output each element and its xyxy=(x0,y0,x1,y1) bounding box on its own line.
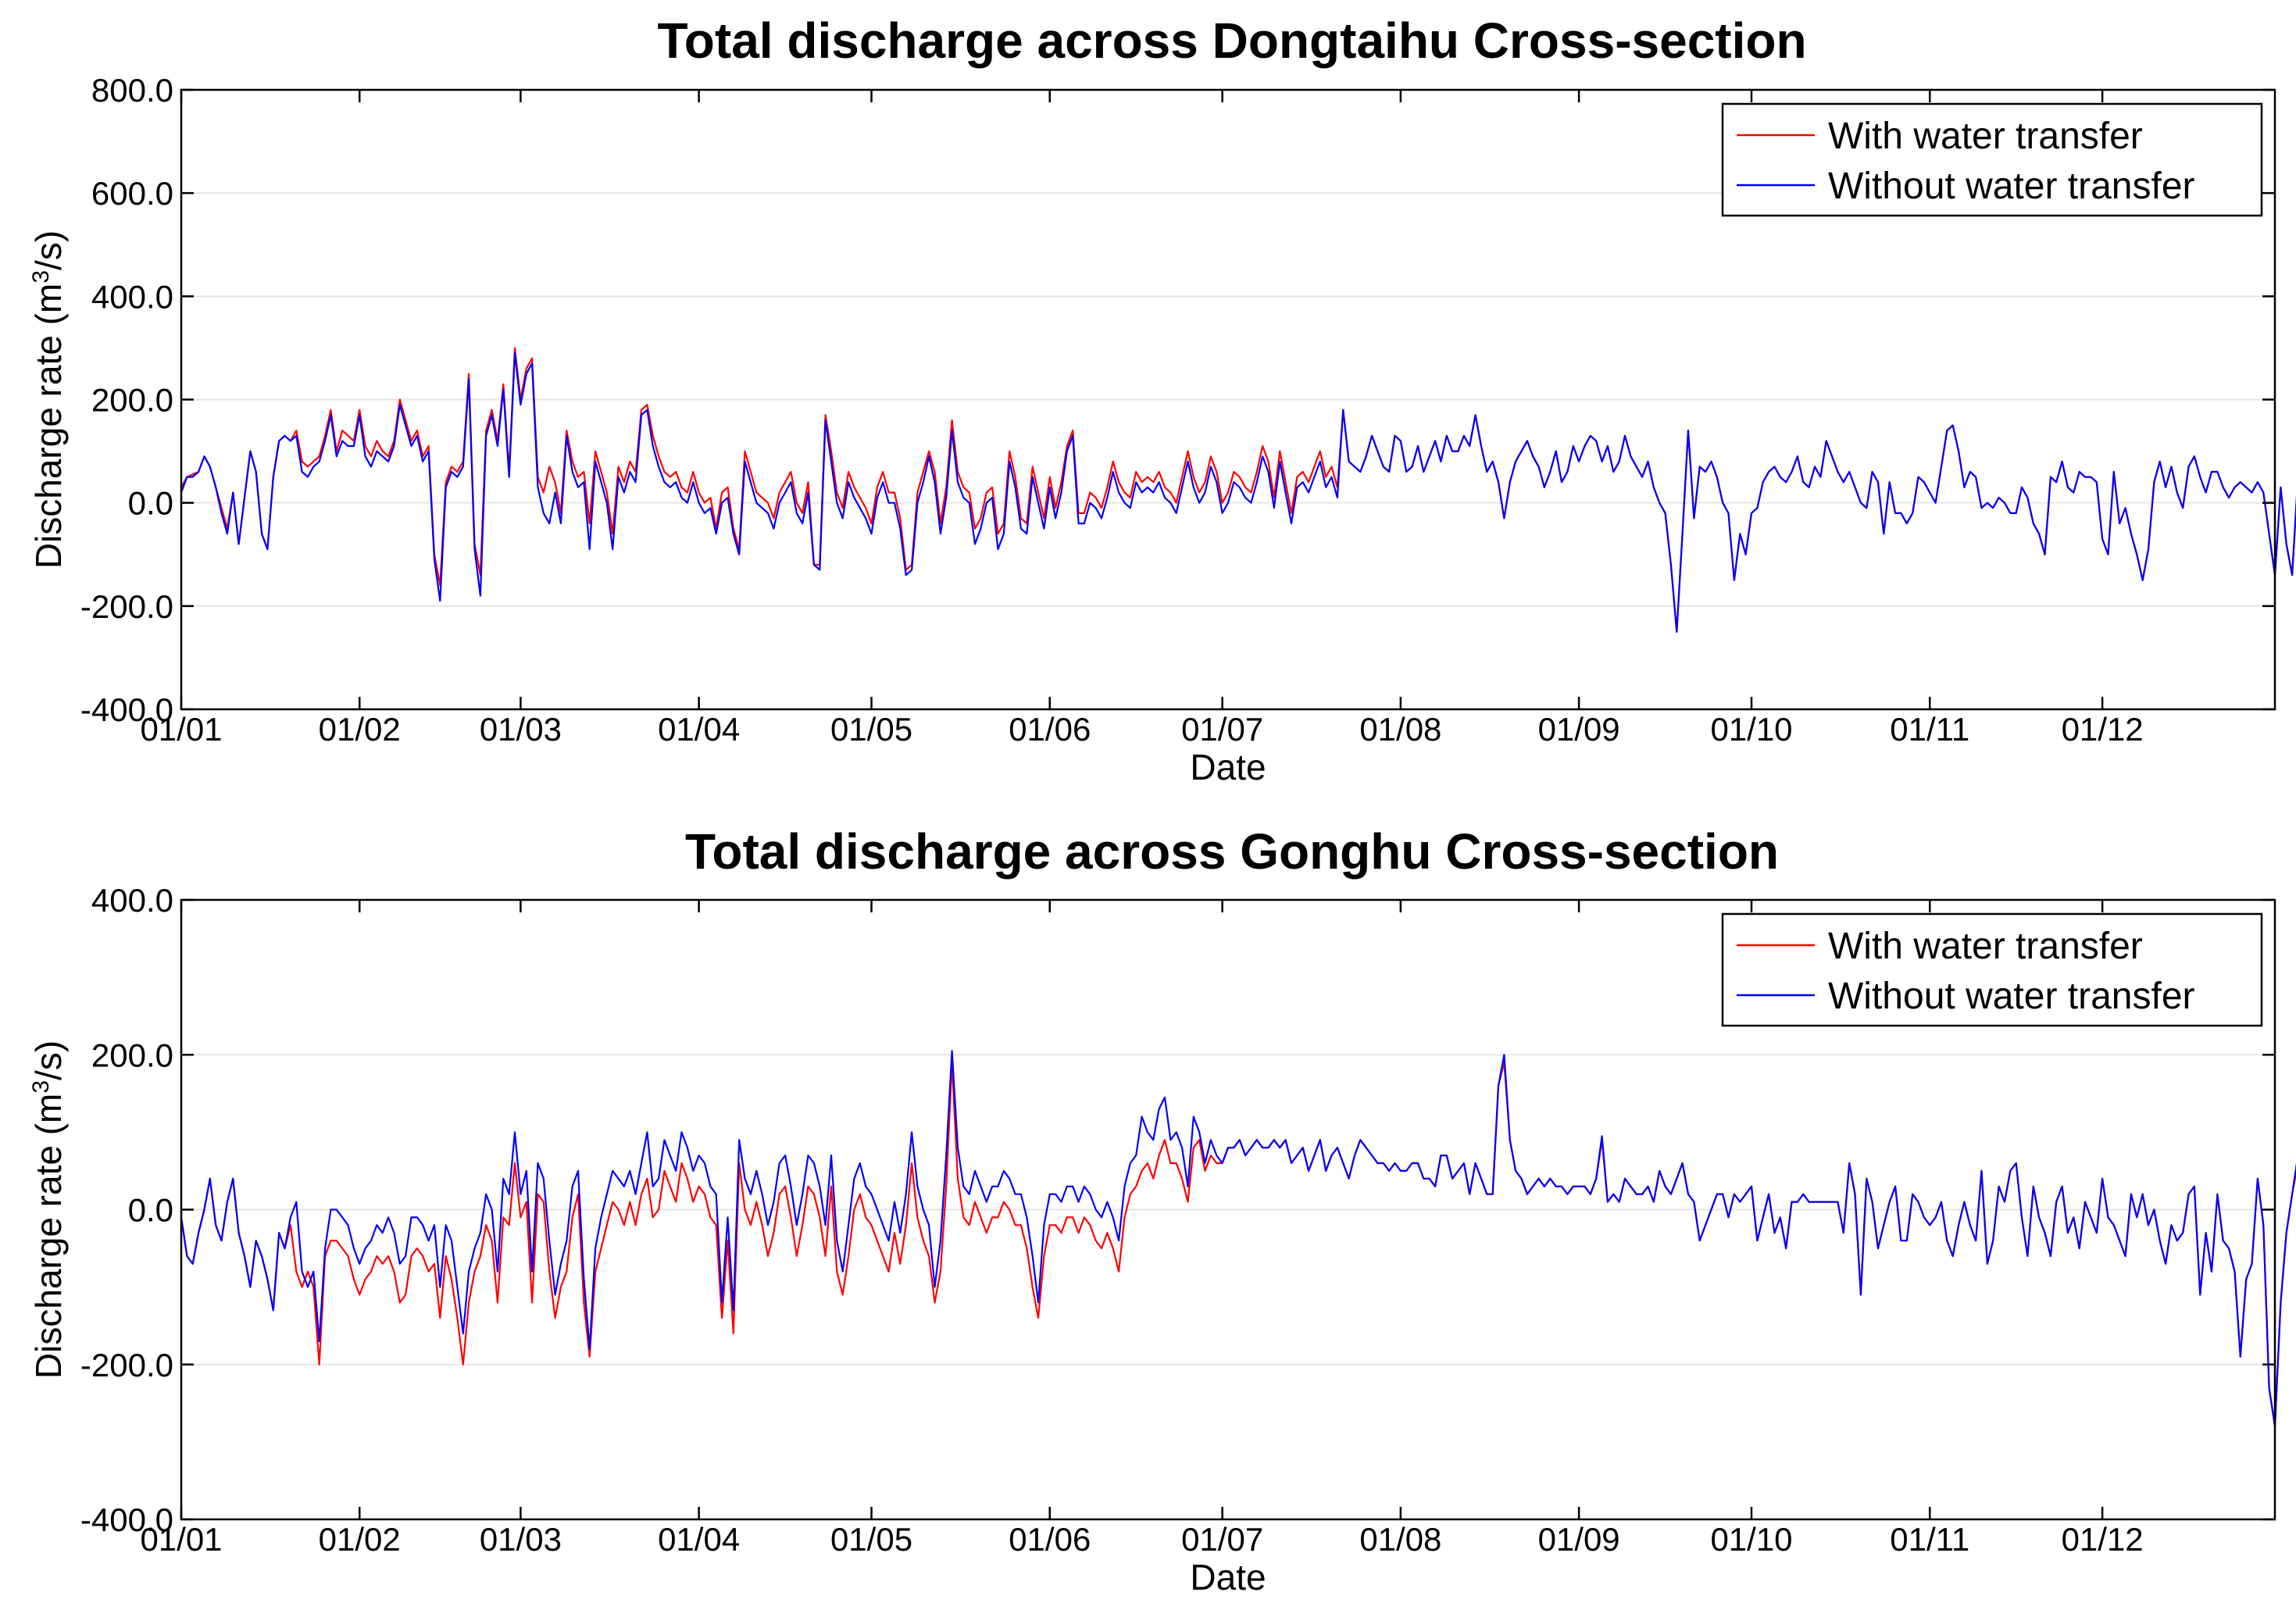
legend-label-with: With water transfer xyxy=(1828,926,2143,967)
chart-title: Total discharge across Gonghu Cross-sect… xyxy=(685,823,1779,880)
y-tick-label: 200.0 xyxy=(91,1037,173,1073)
y-tick-label: 0.0 xyxy=(128,1192,173,1229)
series-line-without-transfer xyxy=(180,352,2296,634)
x-tick-label: 01/10 xyxy=(1710,711,1792,748)
chart-dongtaihu: Total discharge across Dongtaihu Cross-s… xyxy=(28,12,2296,787)
x-tick-label: 01/06 xyxy=(1009,711,1091,748)
x-tick-label: 01/07 xyxy=(1181,711,1263,748)
y-tick-label: 400.0 xyxy=(91,278,173,315)
x-tick-label: 01/05 xyxy=(830,711,912,748)
legend: With water transfer Without water transf… xyxy=(1721,912,2263,1027)
x-tick-label: 01/02 xyxy=(319,711,401,748)
y-tick-label: -400.0 xyxy=(80,691,173,728)
y-tick-label: -200.0 xyxy=(80,588,173,625)
x-tick-label: 01/11 xyxy=(1890,711,1969,748)
legend-label-without: Without water transfer xyxy=(1828,976,2195,1017)
x-axis-label: Date xyxy=(1190,747,1266,787)
legend: With water transfer Without water transf… xyxy=(1721,102,2263,217)
legend-label-without: Without water transfer xyxy=(1828,166,2195,207)
x-tick-label: 01/04 xyxy=(658,1521,740,1558)
x-tick-label: 01/04 xyxy=(658,711,740,748)
x-tick-label: 01/09 xyxy=(1538,1521,1620,1558)
x-tick-label: 01/08 xyxy=(1359,711,1441,748)
legend-box xyxy=(1721,912,2263,1027)
series-line-with-transfer xyxy=(180,1062,2296,1428)
y-tick-label: 400.0 xyxy=(91,882,173,919)
x-tick-label: 01/10 xyxy=(1710,1521,1792,1558)
x-tick-label: 01/02 xyxy=(319,1521,401,1558)
x-axis-label: Date xyxy=(1190,1557,1266,1597)
x-tick-label: 01/06 xyxy=(1009,1521,1091,1558)
y-tick-label: 200.0 xyxy=(91,382,173,419)
x-tick-label: 01/12 xyxy=(2062,1521,2144,1558)
x-tick-label: 01/07 xyxy=(1181,1521,1263,1558)
legend-box xyxy=(1721,102,2263,217)
x-tick-label: 01/11 xyxy=(1890,1521,1969,1558)
series-line-without-transfer xyxy=(180,1050,2296,1428)
y-tick-label: -400.0 xyxy=(80,1501,173,1538)
x-tick-label: 01/01 xyxy=(140,1521,222,1558)
x-tick-label: 01/08 xyxy=(1359,1521,1441,1558)
y-axis-label: Discharge rate (m3/s) xyxy=(28,230,70,569)
x-tick-label: 01/03 xyxy=(480,1521,562,1558)
y-tick-label: 600.0 xyxy=(91,175,173,212)
x-tick-label: 01/09 xyxy=(1538,711,1620,748)
y-axis-label: Discharge rate (m3/s) xyxy=(28,1041,70,1379)
x-tick-label: 01/12 xyxy=(2062,711,2144,748)
chart-gonghu: Total discharge across Gonghu Cross-sect… xyxy=(28,823,2296,1597)
y-tick-label: -200.0 xyxy=(80,1347,173,1383)
x-tick-label: 01/01 xyxy=(140,711,222,748)
legend-label-with: With water transfer xyxy=(1828,116,2143,157)
x-tick-label: 01/05 xyxy=(830,1521,912,1558)
y-tick-label: 800.0 xyxy=(91,72,173,109)
y-tick-label: 0.0 xyxy=(128,485,173,522)
x-tick-label: 01/03 xyxy=(480,711,562,748)
chart-title: Total discharge across Dongtaihu Cross-s… xyxy=(657,12,1806,69)
